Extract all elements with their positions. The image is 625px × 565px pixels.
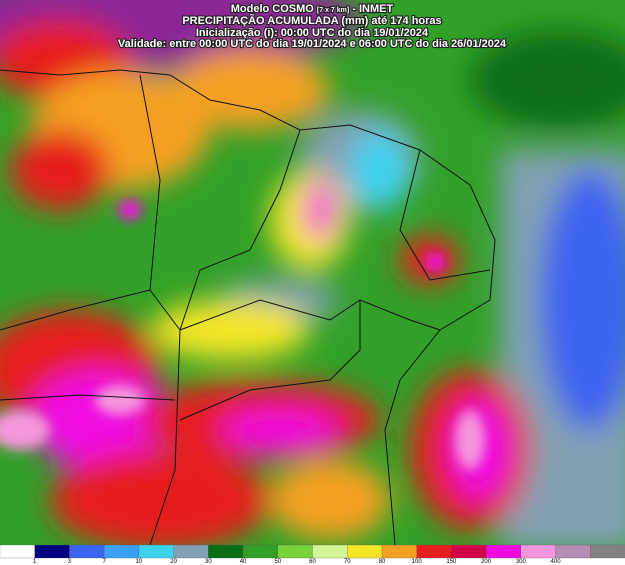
legend-label: 30 <box>205 559 212 565</box>
state-border <box>399 149 491 281</box>
legend-label: 70 <box>344 559 351 565</box>
legend-label: 80 <box>379 559 386 565</box>
legend-swatch <box>242 544 279 559</box>
legend-swatch <box>416 544 453 559</box>
legend-label: 7 <box>102 559 106 565</box>
legend-label: 20 <box>170 559 177 565</box>
legend-swatch <box>34 544 71 559</box>
legend-label: 150 <box>446 559 457 565</box>
legend-swatch <box>555 544 591 559</box>
legend-label: 60 <box>309 559 316 565</box>
legend-swatch <box>69 544 105 559</box>
initialization: Inicialização (i): 00:00 UTC do dia 19/0… <box>196 27 429 39</box>
legend-label: 1 <box>33 559 37 565</box>
legend-swatch <box>312 544 348 559</box>
header: Modelo COSMO [7 x 7 km] - INMET PRECIPIT… <box>117 2 508 51</box>
source: - INMET <box>352 3 393 15</box>
coastline <box>0 69 496 545</box>
legend-label: 50 <box>274 559 281 565</box>
state-border <box>0 289 151 331</box>
resolution: [7 x 7 km] <box>317 7 349 14</box>
state-border <box>179 129 301 331</box>
legend-label: 40 <box>240 559 247 565</box>
validity: Validade: entre 00:00 UTC do dia 19/01/2… <box>118 38 507 50</box>
legend-swatch <box>381 544 418 559</box>
legend-label: 10 <box>136 559 143 565</box>
color-legend: 1 3 7 10 20 30 40 50 60 70 80 100 150 200 300 400 <box>0 544 625 565</box>
header-line1: Modelo COSMO [7 x 7 km] - INMET <box>231 3 394 15</box>
model-name: Modelo COSMO <box>231 3 315 15</box>
state-border <box>0 394 176 401</box>
legend-swatch <box>173 544 209 559</box>
legend-label: 100 <box>412 559 423 565</box>
legend-swatch <box>0 544 36 559</box>
legend-label: 300 <box>516 559 527 565</box>
legend-swatch <box>590 544 625 559</box>
map-title: PRECIPITAÇÃO ACUMULADA (mm) até 174 hora… <box>182 14 441 27</box>
legend-swatch <box>347 544 383 559</box>
legend-swatch <box>277 544 314 559</box>
state-border <box>179 300 361 421</box>
legend-swatch <box>138 544 175 559</box>
state-border <box>139 74 181 545</box>
precipitation-field <box>0 0 625 545</box>
legend-label: 3 <box>68 559 72 565</box>
legend-swatch <box>104 544 140 559</box>
legend-swatch <box>520 544 557 559</box>
legend-swatch <box>451 544 487 559</box>
legend-label: 200 <box>481 559 492 565</box>
legend-swatch <box>208 544 244 559</box>
legend-swatch <box>485 544 522 559</box>
state-border <box>179 299 441 331</box>
legend-label: 400 <box>551 559 562 565</box>
